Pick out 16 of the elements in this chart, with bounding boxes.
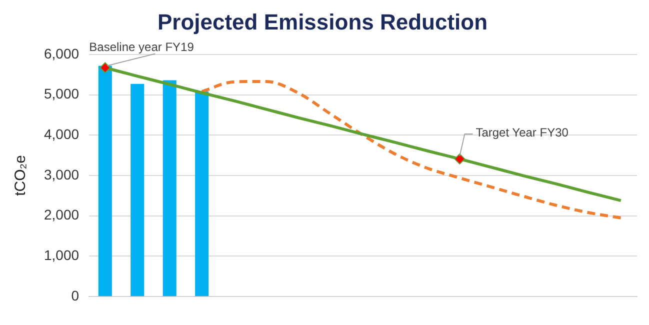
y-tick-label: 3,000 (44, 166, 80, 182)
bar (98, 66, 112, 296)
annotation: Target Year FY30 (476, 125, 569, 140)
bar (162, 80, 176, 296)
y-tick-label: 6,000 (44, 45, 80, 62)
bar (130, 84, 144, 296)
y-tick-label: 4,000 (44, 126, 80, 142)
y-tick-label: 5,000 (44, 86, 80, 102)
text: Baseline year FY19 (89, 40, 194, 54)
y-tick-label: 2,000 (44, 206, 80, 223)
chart-title: Projected Emissions Reduction (157, 9, 488, 34)
bar (195, 92, 209, 296)
y-tick-label: 0 (71, 287, 80, 304)
y-axis-title: tCO₂e (12, 155, 30, 196)
y-tick-label: 1,000 (44, 247, 80, 264)
line-series (200, 80, 622, 220)
